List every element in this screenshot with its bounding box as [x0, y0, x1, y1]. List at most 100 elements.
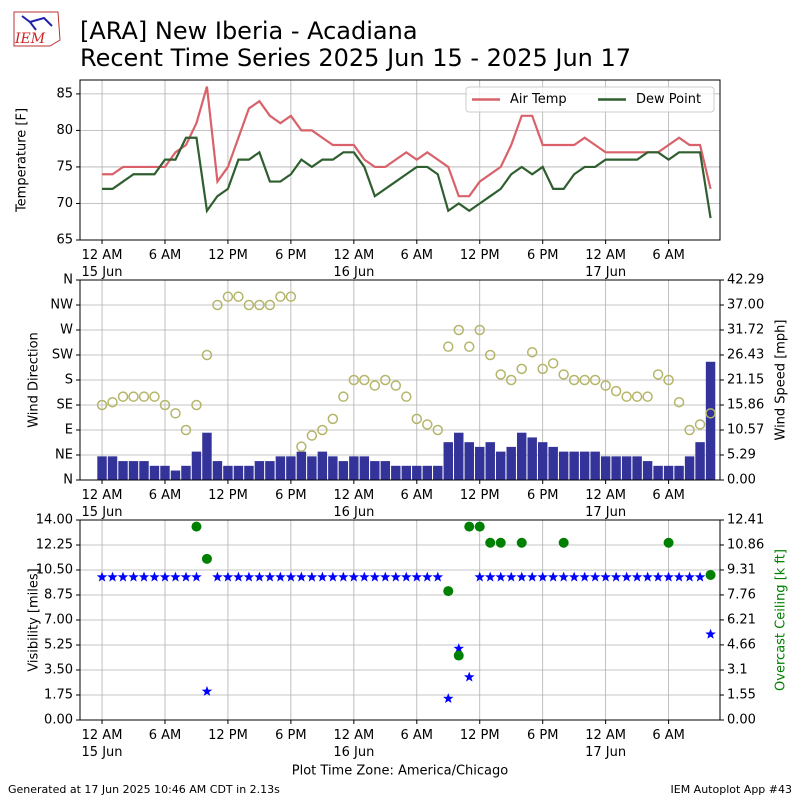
open-circle-point	[159, 399, 171, 411]
bar	[569, 451, 579, 480]
circle-point	[495, 537, 506, 548]
star-point	[170, 571, 181, 582]
open-circle-point	[600, 380, 611, 391]
star-point	[254, 571, 265, 582]
open-circle-point	[380, 374, 391, 386]
y2-tick-label: 10.86	[727, 537, 764, 552]
open-circle-point	[359, 374, 370, 386]
y2-tick-label: 12.41	[727, 513, 764, 528]
star-point	[401, 571, 412, 582]
open-circle-point	[663, 374, 674, 386]
y-tick-label: 65	[56, 233, 73, 248]
open-circle-point	[170, 408, 181, 419]
star-point	[306, 571, 318, 582]
y2-tick-label: 10.57	[727, 423, 764, 438]
y-tick-label: 80	[56, 123, 73, 138]
x-tick-label: 6 PM	[275, 728, 306, 743]
open-circle-point	[128, 391, 139, 402]
star-point	[579, 571, 590, 582]
x-tick-label: 6 AM	[652, 488, 685, 503]
star-point	[705, 628, 716, 639]
bar	[244, 465, 254, 480]
y2-tick-label: 37.00	[727, 298, 764, 313]
bar	[454, 432, 464, 480]
circle-point	[443, 586, 454, 597]
plot-frame	[79, 519, 721, 721]
x-tick-label: 12 AM 16 Jun	[333, 488, 374, 520]
circle-point	[464, 521, 475, 532]
star-point	[180, 571, 192, 582]
star-point	[138, 571, 150, 582]
x-tick-label: 6 AM	[652, 728, 685, 743]
legend-label: Dew Point	[636, 92, 701, 107]
y2-tick-label: 21.15	[727, 372, 764, 387]
x-tick-label: 6 AM	[149, 248, 182, 263]
x-tick-label: 6 PM	[275, 248, 306, 263]
bar	[118, 461, 128, 480]
y2-tick-label: 7.76	[727, 587, 756, 602]
y2-tick-label: 0.00	[727, 713, 756, 728]
open-circle-point	[222, 291, 234, 302]
star-point	[243, 571, 255, 582]
star-point	[506, 571, 517, 582]
chart-subtitle: Recent Time Series 2025 Jun 15 - 2025 Ju…	[80, 44, 631, 72]
bar	[475, 446, 485, 480]
open-circle-point	[694, 419, 706, 430]
bar	[202, 432, 212, 480]
plot-frame	[79, 79, 721, 241]
y-tick-label: NW	[50, 298, 73, 313]
open-circle-point	[201, 349, 213, 361]
star-point	[201, 685, 213, 696]
y-tick-label: 12.25	[36, 538, 73, 553]
star-point	[495, 571, 506, 582]
x-tick-label: 12 AM 17 Jun	[585, 728, 626, 760]
star-point	[149, 571, 160, 582]
open-circle-point	[264, 299, 276, 311]
star-point	[663, 571, 674, 582]
legend-label: Air Temp	[510, 92, 567, 107]
open-circle-point	[306, 430, 318, 441]
plot-area	[96, 291, 716, 480]
bar	[496, 451, 506, 480]
open-circle-point	[684, 424, 695, 436]
star-point	[338, 571, 349, 582]
open-circle-point	[474, 324, 485, 336]
bar	[212, 461, 223, 480]
star-point	[159, 571, 171, 582]
bar	[317, 451, 328, 480]
bar	[254, 461, 265, 480]
plot-area	[102, 86, 712, 219]
line-series	[102, 136, 712, 219]
star-point	[212, 571, 223, 582]
bar	[653, 465, 663, 480]
circle-point	[516, 537, 527, 548]
open-circle-point	[516, 363, 527, 375]
bar	[443, 442, 453, 480]
circle-point	[453, 650, 464, 661]
star-point	[380, 571, 391, 582]
bar	[433, 465, 443, 480]
circle-point	[474, 521, 485, 532]
open-circle-point	[621, 391, 632, 402]
x-tick-label: 6 PM	[527, 488, 558, 503]
y-tick-label: SE	[57, 398, 73, 413]
y-tick-label: 70	[56, 196, 73, 211]
circle-point	[191, 521, 202, 532]
bar	[97, 456, 107, 480]
open-circle-point	[233, 291, 244, 302]
y-axis-label: Visibility [miles]	[27, 568, 42, 671]
star-point	[673, 571, 685, 582]
star-point	[589, 571, 601, 582]
y-tick-label: 0.00	[44, 713, 73, 728]
bar	[506, 446, 516, 480]
open-circle-point	[254, 299, 265, 311]
bar	[464, 442, 474, 480]
y-tick-label: 7.00	[44, 613, 73, 628]
open-circle-point	[243, 299, 255, 311]
open-circle-point	[537, 363, 548, 375]
plot-area	[96, 521, 716, 703]
open-circle-point	[443, 341, 454, 352]
star-point	[390, 571, 401, 582]
open-circle-point	[107, 396, 118, 408]
star-point	[652, 571, 664, 582]
